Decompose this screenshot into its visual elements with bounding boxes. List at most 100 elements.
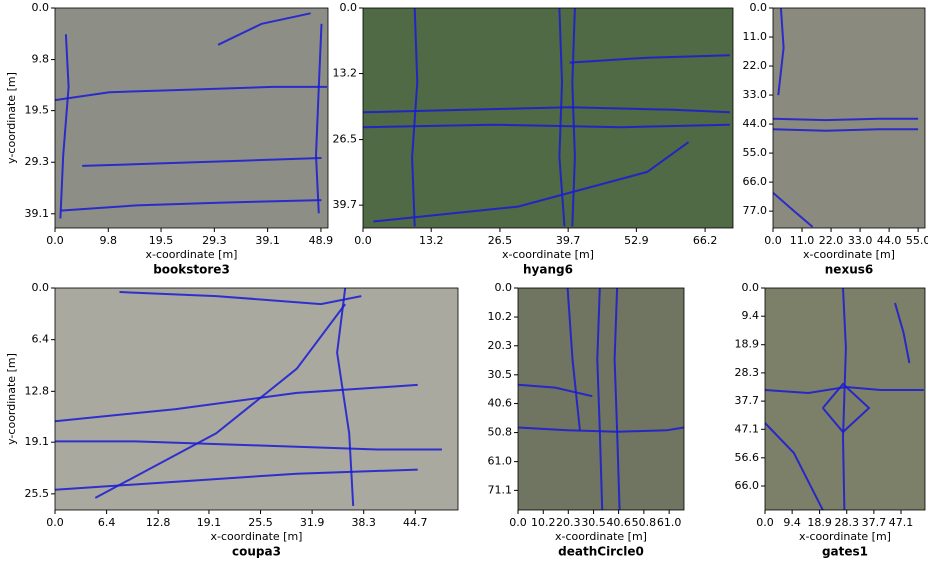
x-tick-label: 19.5 bbox=[149, 234, 174, 247]
x-tick-label: 30.5 bbox=[581, 516, 606, 529]
y-axis-label: y-coordinate [m] bbox=[5, 353, 18, 445]
x-tick-label: 40.6 bbox=[606, 516, 631, 529]
y-tick-label: 18.9 bbox=[735, 338, 760, 351]
x-tick-label: 22.0 bbox=[819, 234, 844, 247]
y-tick-label: 61.0 bbox=[488, 455, 513, 468]
y-tick-label: 25.5 bbox=[25, 487, 50, 500]
x-tick-label: 0.0 bbox=[46, 516, 64, 529]
x-tick-label: 18.9 bbox=[807, 516, 832, 529]
x-axis-label: x-coordinate [m] bbox=[211, 530, 303, 543]
subplot-title: bookstore3 bbox=[153, 263, 230, 277]
y-tick-label: 9.4 bbox=[742, 309, 760, 322]
x-axis-label: x-coordinate [m] bbox=[799, 530, 891, 543]
y-tick-label: 77.0 bbox=[743, 204, 768, 217]
y-tick-label: 40.6 bbox=[488, 397, 513, 410]
x-tick-label: 39.1 bbox=[255, 234, 280, 247]
y-tick-label: 9.8 bbox=[32, 53, 50, 66]
x-tick-label: 47.1 bbox=[889, 516, 914, 529]
x-tick-label: 48.9 bbox=[309, 234, 334, 247]
y-tick-label: 28.3 bbox=[735, 366, 760, 379]
x-tick-label: 55.0 bbox=[906, 234, 928, 247]
x-tick-label: 0.0 bbox=[46, 234, 64, 247]
x-tick-label: 50.8 bbox=[632, 516, 657, 529]
subplot-title: deathCircle0 bbox=[558, 545, 644, 559]
y-tick-label: 0.0 bbox=[32, 1, 50, 14]
y-tick-label: 66.0 bbox=[735, 479, 760, 492]
x-tick-label: 37.7 bbox=[862, 516, 887, 529]
x-tick-label: 12.8 bbox=[146, 516, 171, 529]
subplot: 0.0 9.8 19.5 29.3 39.1 48.9 0.0 9.8 19.5 29.3 39.1… bbox=[5, 1, 333, 277]
y-tick-label: 0.0 bbox=[340, 1, 358, 14]
y-tick-label: 33.0 bbox=[743, 88, 768, 101]
y-tick-label: 71.1 bbox=[488, 483, 513, 496]
x-tick-label: 31.9 bbox=[300, 516, 325, 529]
y-tick-label: 13.2 bbox=[333, 67, 358, 80]
background-image bbox=[363, 8, 733, 228]
subplot-title: nexus6 bbox=[825, 263, 873, 277]
x-axis-label: x-coordinate [m] bbox=[555, 530, 647, 543]
x-tick-label: 0.0 bbox=[509, 516, 527, 529]
x-tick-label: 38.3 bbox=[351, 516, 376, 529]
y-tick-label: 0.0 bbox=[742, 281, 760, 294]
y-tick-label: 0.0 bbox=[750, 1, 768, 14]
x-axis-label: x-coordinate [m] bbox=[146, 248, 238, 261]
subplot: 0.0 11.0 22.0 33.0 44.0 55.0 0.0 11.0 22.0 33.0 44… bbox=[743, 1, 928, 277]
y-tick-label: 29.3 bbox=[25, 155, 50, 168]
subplot-title: gates1 bbox=[822, 545, 868, 559]
y-tick-label: 19.5 bbox=[25, 104, 50, 117]
y-tick-label: 20.3 bbox=[488, 339, 513, 352]
y-tick-label: 56.6 bbox=[735, 451, 760, 464]
x-tick-label: 0.0 bbox=[764, 234, 782, 247]
x-tick-label: 20.3 bbox=[556, 516, 581, 529]
y-tick-label: 37.7 bbox=[735, 394, 760, 407]
x-tick-label: 44.0 bbox=[877, 234, 902, 247]
x-tick-label: 29.3 bbox=[202, 234, 227, 247]
subplot-title: coupa3 bbox=[232, 545, 281, 559]
y-tick-label: 39.1 bbox=[25, 207, 50, 220]
y-tick-label: 6.4 bbox=[32, 333, 50, 346]
y-tick-label: 10.2 bbox=[488, 310, 513, 323]
y-tick-label: 39.7 bbox=[333, 198, 358, 211]
x-tick-label: 26.5 bbox=[488, 234, 513, 247]
x-axis-label: x-coordinate [m] bbox=[502, 248, 594, 261]
subplot: 0.0 6.4 12.8 19.1 25.5 31.9 38.3 44.7 0.0 6.4 12.8… bbox=[5, 281, 458, 559]
x-tick-label: 39.7 bbox=[556, 234, 581, 247]
y-tick-label: 50.8 bbox=[488, 426, 513, 439]
y-tick-label: 44.0 bbox=[743, 117, 768, 130]
x-tick-label: 52.9 bbox=[624, 234, 649, 247]
x-tick-label: 0.0 bbox=[756, 516, 774, 529]
x-tick-label: 28.3 bbox=[834, 516, 859, 529]
subplot: 0.013.226.539.752.966.20.013.226.539.7x-… bbox=[333, 1, 734, 277]
x-tick-label: 13.2 bbox=[419, 234, 444, 247]
subplot-title: hyang6 bbox=[523, 263, 573, 277]
x-tick-label: 25.5 bbox=[248, 516, 273, 529]
x-axis-label: x-coordinate [m] bbox=[803, 248, 895, 261]
y-tick-label: 11.0 bbox=[743, 30, 768, 43]
y-tick-label: 66.0 bbox=[743, 175, 768, 188]
y-tick-label: 22.0 bbox=[743, 59, 768, 72]
x-tick-label: 10.2 bbox=[531, 516, 556, 529]
y-tick-label: 0.0 bbox=[32, 281, 50, 294]
x-tick-label: 11.0 bbox=[790, 234, 815, 247]
y-tick-label: 26.5 bbox=[333, 133, 358, 146]
y-tick-label: 0.0 bbox=[495, 281, 513, 294]
x-tick-label: 33.0 bbox=[848, 234, 873, 247]
x-tick-label: 6.4 bbox=[98, 516, 116, 529]
x-tick-label: 9.4 bbox=[783, 516, 801, 529]
y-tick-label: 55.0 bbox=[743, 146, 768, 159]
x-tick-label: 66.2 bbox=[693, 234, 718, 247]
y-tick-label: 19.1 bbox=[25, 435, 50, 448]
background-image bbox=[55, 8, 328, 228]
x-tick-label: 19.1 bbox=[197, 516, 222, 529]
y-axis-label: y-coordinate [m] bbox=[5, 72, 18, 164]
y-tick-label: 12.8 bbox=[25, 384, 50, 397]
y-tick-label: 30.5 bbox=[488, 368, 513, 381]
x-tick-label: 61.0 bbox=[657, 516, 682, 529]
x-tick-label: 44.7 bbox=[403, 516, 428, 529]
x-tick-label: 9.8 bbox=[100, 234, 118, 247]
figure: 0.0 9.8 19.5 29.3 39.1 48.9 0.0 9.8 19.5 29.3 39.1… bbox=[0, 0, 928, 566]
y-tick-label: 47.1 bbox=[735, 422, 760, 435]
x-tick-label: 0.0 bbox=[354, 234, 372, 247]
